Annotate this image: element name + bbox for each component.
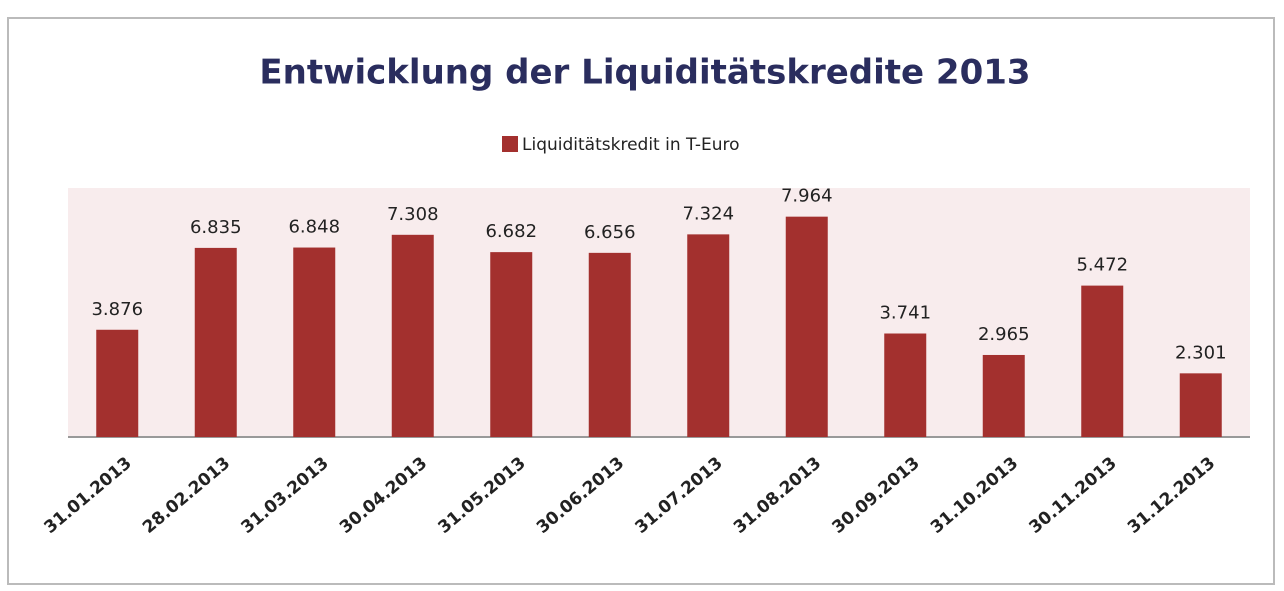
- data-label: 6.848: [288, 217, 340, 238]
- bar: [293, 247, 336, 437]
- data-label: 6.835: [190, 217, 242, 238]
- bar: [588, 252, 631, 437]
- data-label: 7.964: [781, 186, 833, 207]
- legend-swatch: [502, 136, 518, 152]
- bar: [982, 354, 1025, 437]
- data-label: 2.301: [1175, 342, 1227, 363]
- chart-title: Entwicklung der Liquiditätskredite 2013: [259, 53, 1030, 93]
- data-label: 2.965: [978, 324, 1030, 345]
- data-label: 6.682: [485, 221, 537, 242]
- data-label: 5.472: [1076, 255, 1128, 276]
- data-label: 3.741: [879, 302, 931, 323]
- bar: [490, 252, 533, 437]
- bar: [96, 329, 139, 437]
- bar: [1179, 373, 1222, 437]
- bar: [194, 247, 237, 437]
- legend-label: Liquiditätskredit in T-Euro: [522, 135, 740, 155]
- data-label: 7.308: [387, 204, 439, 225]
- bar: [687, 234, 730, 437]
- bar: [884, 333, 927, 437]
- data-label: 7.324: [682, 203, 734, 224]
- bar: [785, 216, 828, 437]
- bar: [1081, 285, 1124, 437]
- bar: [391, 234, 434, 437]
- data-label: 3.876: [91, 299, 143, 320]
- plot-area: [68, 188, 1250, 437]
- data-label: 6.656: [584, 222, 636, 243]
